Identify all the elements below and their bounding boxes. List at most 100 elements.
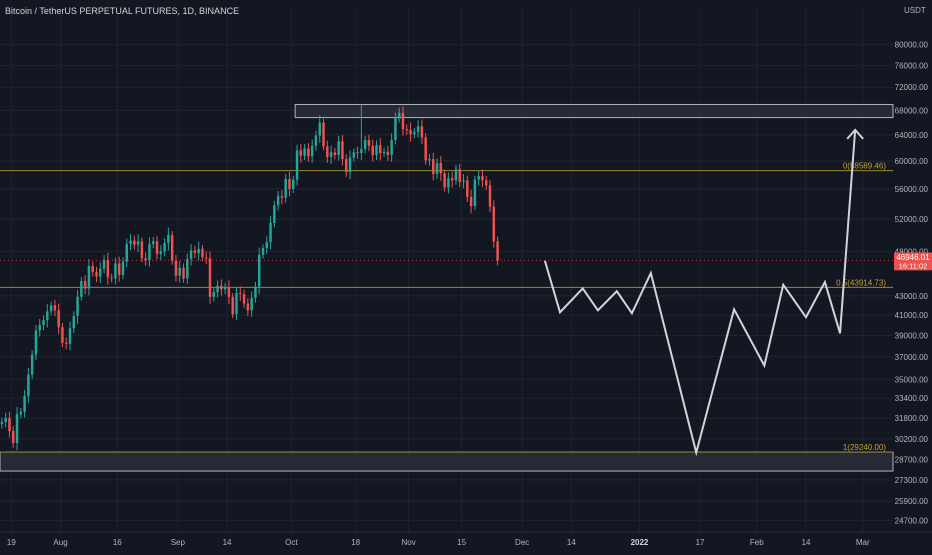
x-tick-label: 14 [802, 538, 811, 547]
candle-body [38, 325, 41, 331]
x-tick-label: Mar [856, 538, 870, 547]
candle-body [428, 159, 431, 161]
candle [129, 234, 132, 251]
candle-body [57, 310, 60, 328]
support-zone[interactable] [0, 451, 894, 472]
candle [61, 322, 64, 348]
candle-body [170, 234, 174, 261]
candle [0, 417, 4, 429]
candle-body [488, 185, 492, 207]
candle-body [379, 145, 382, 154]
y-tick-label: 52000.00 [895, 215, 929, 224]
candle [348, 150, 352, 180]
candle-body [197, 248, 200, 254]
candle-body [144, 258, 147, 260]
candle-body [121, 261, 125, 275]
time-axis[interactable]: 19 Aug 16 Sep 14 Oct 18 Nov 15 Dec 14 2022 17 Feb 14 Ma… [7, 538, 870, 547]
candle [329, 145, 333, 164]
candle [197, 241, 200, 261]
candle-body [371, 145, 374, 156]
x-tick-label: 2022 [631, 538, 649, 547]
candle-body [61, 327, 64, 343]
candle [212, 287, 216, 302]
fib-level-label: 1(29240.00) [843, 443, 886, 452]
candle-body [466, 180, 469, 198]
candle-body [106, 259, 110, 278]
candle [174, 254, 178, 282]
candle-body [201, 248, 204, 258]
candle-body [303, 148, 306, 156]
currency-label: USDT [904, 6, 926, 15]
candle-body [231, 296, 234, 315]
candle-body [34, 330, 38, 355]
x-tick-label: 17 [696, 538, 705, 547]
candle-body [397, 112, 401, 117]
candle [87, 259, 91, 296]
candle [280, 190, 284, 205]
candle [231, 292, 234, 319]
candle-body [204, 257, 208, 259]
candle [284, 174, 287, 203]
candle-body [450, 178, 454, 181]
candle [303, 144, 306, 161]
chart-title: Bitcoin / TetherUS PERPETUAL FUTURES, 1D… [5, 6, 239, 16]
candle-body [8, 418, 11, 432]
candle [322, 118, 325, 151]
projection-path[interactable] [543, 129, 857, 457]
candle [409, 122, 412, 142]
price-axis[interactable]: 80000.00 76000.00 72000.00 68000.00 64000.00… [0, 41, 932, 526]
resistance-zone[interactable] [294, 103, 894, 119]
candle-body [462, 180, 465, 182]
candle-body [439, 163, 443, 174]
candle [235, 287, 238, 321]
candle-body [454, 169, 458, 181]
x-tick-label: Feb [750, 538, 764, 547]
y-tick-label: 64000.00 [895, 131, 929, 140]
candle [114, 257, 117, 285]
candle-body [76, 296, 79, 317]
candle-body [458, 169, 461, 182]
candle-body [341, 141, 344, 160]
candle-body [227, 287, 231, 297]
candle-body [193, 250, 197, 254]
candle [341, 135, 344, 166]
candle [239, 286, 242, 301]
candle [307, 143, 310, 162]
y-tick-label: 30200.00 [895, 435, 929, 444]
candle [367, 134, 371, 152]
candle [375, 140, 378, 160]
candle-body [276, 196, 280, 206]
candle-body [174, 260, 178, 276]
candle [416, 120, 420, 138]
candle-body [216, 285, 219, 293]
candle-body [265, 242, 268, 249]
candle-body [27, 374, 30, 396]
candle [288, 171, 291, 197]
candle-body [299, 150, 303, 156]
candle-body [148, 243, 151, 260]
x-tick-label: Sep [171, 538, 186, 547]
candle [356, 146, 359, 159]
candle [250, 291, 253, 317]
candle [269, 216, 272, 250]
candle [485, 176, 488, 190]
candle [4, 412, 7, 428]
last-price-value: 46946.01 [896, 253, 930, 262]
candle [333, 148, 337, 160]
candle-body [159, 251, 163, 254]
y-tick-label: 72000.00 [895, 83, 929, 92]
y-tick-label: 80000.00 [895, 41, 929, 50]
last-price-badge [894, 252, 932, 271]
candle [30, 350, 34, 380]
candle-body [114, 263, 117, 279]
candle-body [19, 411, 23, 415]
candle [382, 147, 386, 157]
projection [543, 128, 864, 457]
candle [242, 289, 246, 308]
candle [397, 107, 401, 123]
candle [310, 139, 314, 163]
candle-body [140, 241, 144, 259]
y-tick-label: 35000.00 [895, 375, 929, 384]
candle-body [212, 292, 216, 297]
